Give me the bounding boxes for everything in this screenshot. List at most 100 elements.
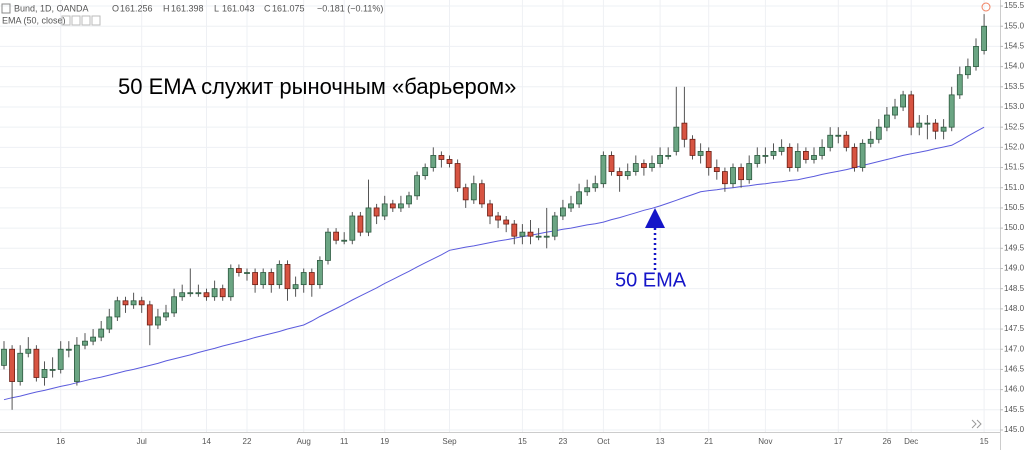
candle-body	[908, 94, 915, 128]
button[interactable]	[71, 15, 81, 26]
y-tick-label: 146.500	[1004, 365, 1024, 374]
candle-body	[446, 159, 453, 164]
candle-body	[965, 66, 971, 76]
candle-body	[503, 219, 510, 225]
symbol[interactable]: Bund, 1D, OANDA	[14, 3, 89, 13]
y-tick-label: 155.000	[1004, 21, 1024, 30]
candle-body	[154, 316, 161, 326]
candle-body	[487, 203, 493, 217]
y-tick-label: 151.500	[1004, 163, 1024, 172]
candle-body	[770, 151, 777, 156]
y-tick-label: 155.500	[1004, 1, 1024, 10]
candle-body	[357, 215, 364, 233]
candle-body	[859, 142, 866, 168]
candle-body	[211, 288, 218, 298]
candle-body	[397, 203, 404, 209]
button[interactable]	[61, 15, 71, 26]
candle-body	[414, 175, 421, 197]
candle-body	[300, 272, 307, 286]
candle-body	[349, 215, 356, 241]
candle-body	[57, 348, 64, 370]
scroll-icon[interactable]	[971, 419, 982, 429]
candle-body	[641, 163, 647, 168]
candle-body	[940, 126, 947, 132]
candle-body	[616, 171, 623, 177]
annotation: 50 EMA служит рыночным «барьером»	[118, 74, 516, 99]
symbol-icon[interactable]	[1, 3, 11, 14]
candle-body	[932, 122, 939, 132]
candle-body	[227, 268, 234, 298]
candle-body	[41, 369, 48, 378]
candle-body	[697, 151, 704, 156]
x-tick-label: Oct	[597, 437, 610, 446]
button[interactable]	[81, 15, 91, 26]
candle-body	[373, 207, 380, 217]
candle-body	[454, 163, 461, 189]
candle-body	[600, 155, 607, 185]
candle-body	[74, 344, 80, 382]
candle-body	[1, 348, 7, 366]
ohlc-label: C	[264, 3, 271, 13]
ema-layer	[3, 126, 985, 401]
candle-body	[244, 272, 250, 274]
candle-body	[665, 155, 672, 157]
candle-body	[381, 203, 388, 217]
candle-body	[632, 163, 639, 172]
candle-body	[341, 239, 348, 242]
candle-body	[179, 292, 186, 298]
candle-body	[794, 151, 801, 168]
candle-body	[9, 348, 16, 382]
candle-body	[276, 264, 283, 286]
candle-body	[122, 300, 129, 306]
candle-body	[778, 146, 785, 152]
indicator-buttons[interactable]	[61, 15, 101, 26]
candle-body	[146, 304, 153, 326]
candle-body	[187, 292, 194, 295]
candle-body	[470, 183, 477, 201]
candle-body	[973, 46, 979, 68]
candle-body	[333, 231, 340, 241]
candle-body	[235, 268, 242, 273]
candle-body	[33, 348, 40, 378]
alert-icon[interactable]	[981, 2, 991, 12]
y-tick-label: 150.000	[1004, 223, 1024, 232]
x-tick-label: 26	[882, 437, 891, 446]
candle-body	[705, 151, 712, 168]
indicator-name[interactable]: EMA (50, close)	[2, 15, 66, 25]
candle-body	[657, 155, 663, 164]
candle-body	[406, 195, 412, 205]
candle-body	[948, 94, 955, 128]
ohlc-value: 161.256	[120, 3, 153, 13]
candle-body	[138, 300, 145, 306]
candle-body	[713, 167, 720, 172]
candle-body	[867, 138, 874, 144]
candle-body	[551, 215, 558, 237]
y-tick-label: 154.500	[1004, 42, 1024, 51]
candle-body	[673, 126, 680, 152]
candle-body	[762, 155, 769, 157]
y-tick-label: 147.000	[1004, 344, 1024, 353]
candle-body	[65, 348, 72, 351]
candle-body	[900, 94, 906, 108]
candle-body	[875, 126, 882, 140]
ohlc-label: O	[112, 3, 119, 13]
ema-line	[3, 126, 985, 401]
button[interactable]	[91, 15, 101, 26]
candle-body	[219, 288, 226, 298]
y-tick-label: 145.500	[1004, 405, 1024, 414]
candle-body	[843, 134, 850, 148]
candle-body	[803, 151, 809, 160]
candle-body	[365, 207, 372, 233]
candle-body	[519, 231, 526, 237]
candle-body	[203, 292, 210, 298]
candle-body	[722, 171, 728, 185]
ohlc-label: H	[163, 3, 170, 13]
y-tick-label: 149.500	[1004, 243, 1024, 252]
y-tick-label: 151.000	[1004, 183, 1024, 192]
candle-body	[163, 312, 169, 318]
x-tick-label: 11	[340, 437, 349, 446]
candle-body	[90, 336, 96, 342]
x-tick-label: 23	[558, 437, 567, 446]
candle-body	[171, 296, 178, 314]
candle-body	[478, 183, 485, 205]
